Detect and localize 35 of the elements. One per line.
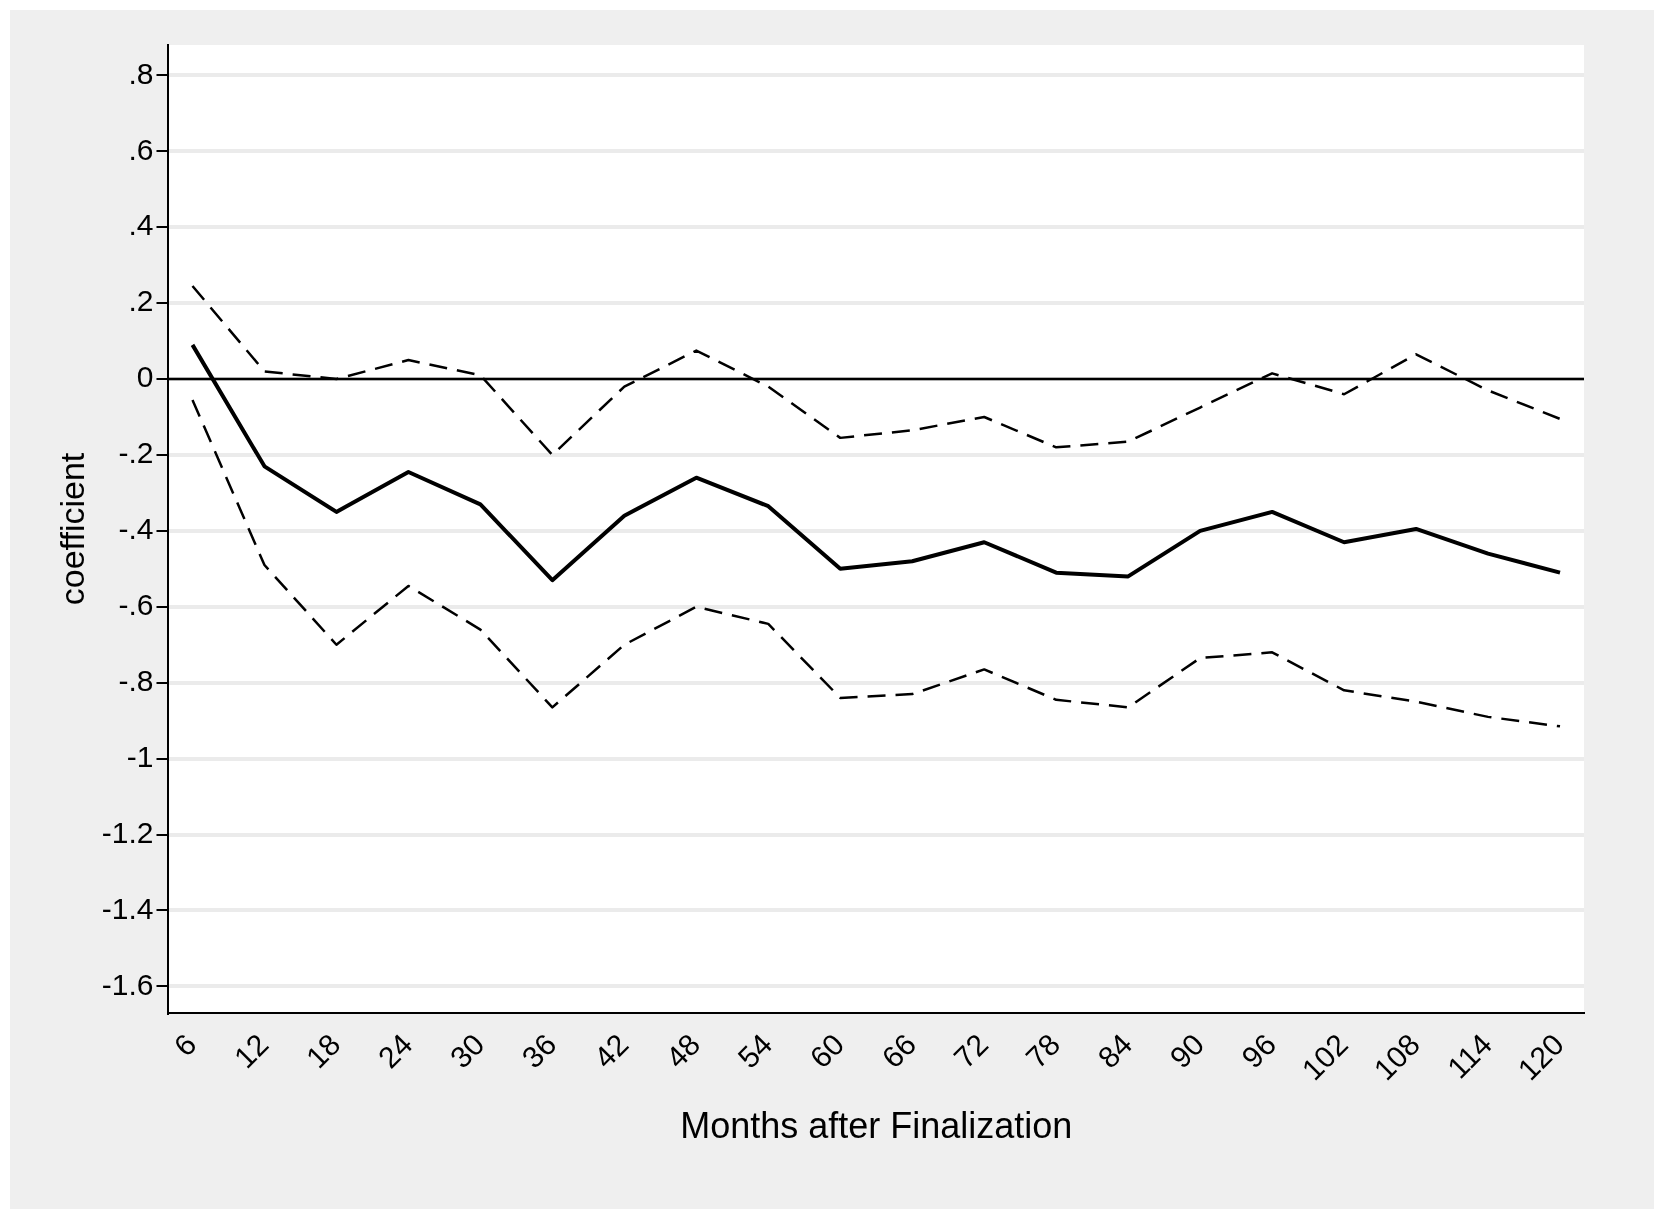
- x-tick-label: 24: [371, 1027, 419, 1075]
- x-tick-label: 48: [659, 1027, 707, 1075]
- y-tick-label: 0: [136, 360, 154, 394]
- x-tick-label: 30: [443, 1027, 491, 1075]
- y-tick-label: -1.4: [101, 891, 154, 925]
- x-tick-label: 6: [167, 1027, 203, 1063]
- y-tick-label: .2: [128, 284, 154, 318]
- x-tick-label: 102: [1295, 1027, 1355, 1087]
- x-tick-label: 54: [731, 1027, 779, 1075]
- x-tick-label: 12: [227, 1027, 275, 1075]
- x-tick-label: 96: [1235, 1027, 1283, 1075]
- x-tick-label: 120: [1511, 1027, 1571, 1087]
- x-tick-label: 60: [803, 1027, 851, 1075]
- y-tick-label: -1.2: [101, 815, 154, 849]
- x-tick-label: 36: [515, 1027, 563, 1075]
- y-tick-label: -1: [126, 739, 154, 773]
- x-tick-label: 84: [1091, 1027, 1139, 1075]
- y-tick-label: -.4: [118, 512, 154, 546]
- x-tick-label: 18: [299, 1027, 347, 1075]
- y-tick-label: -.6: [118, 588, 154, 622]
- y-tick-label: .4: [128, 208, 154, 242]
- x-axis-title: Months after Finalization: [680, 1105, 1073, 1147]
- x-tick-label: 72: [947, 1027, 995, 1075]
- y-tick-label: -.8: [118, 663, 154, 697]
- x-tick-label: 42: [587, 1027, 635, 1075]
- x-tick-label: 66: [875, 1027, 923, 1075]
- y-tick-label: -.2: [118, 436, 154, 470]
- y-tick-label: -1.6: [101, 967, 154, 1001]
- x-tick-label: 114: [1440, 1027, 1499, 1085]
- x-tick-label: 78: [1019, 1027, 1067, 1075]
- x-tick-label: 90: [1163, 1027, 1211, 1075]
- y-tick-label: .8: [128, 56, 154, 90]
- x-tick-label: 108: [1367, 1027, 1427, 1087]
- y-tick-label: .6: [128, 132, 154, 166]
- y-axis-title: coefficient: [52, 452, 91, 606]
